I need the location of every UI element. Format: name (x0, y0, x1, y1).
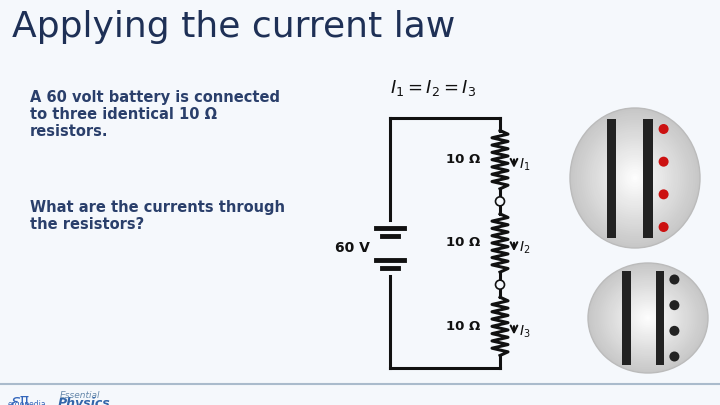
Ellipse shape (596, 270, 700, 366)
Ellipse shape (572, 110, 698, 246)
Ellipse shape (610, 283, 686, 353)
Ellipse shape (618, 159, 652, 197)
Ellipse shape (630, 301, 666, 335)
Ellipse shape (629, 171, 642, 185)
Text: ε: ε (10, 393, 19, 405)
Ellipse shape (583, 122, 687, 234)
Ellipse shape (626, 168, 644, 188)
Bar (644, 119, 652, 237)
Ellipse shape (606, 279, 690, 356)
Ellipse shape (612, 285, 684, 351)
Ellipse shape (585, 124, 685, 232)
Ellipse shape (626, 298, 670, 338)
Ellipse shape (620, 292, 676, 344)
Ellipse shape (604, 278, 692, 358)
Ellipse shape (592, 266, 704, 369)
Ellipse shape (600, 141, 670, 215)
Ellipse shape (588, 263, 708, 373)
Ellipse shape (618, 290, 678, 345)
Ellipse shape (616, 289, 680, 347)
Ellipse shape (638, 309, 658, 327)
Text: π: π (19, 393, 28, 405)
Ellipse shape (588, 127, 683, 229)
Circle shape (670, 300, 680, 310)
Text: resistors.: resistors. (30, 124, 109, 139)
Text: Applying the current law: Applying the current law (12, 10, 455, 44)
Circle shape (659, 124, 669, 134)
Ellipse shape (608, 281, 688, 355)
Ellipse shape (622, 164, 648, 192)
Ellipse shape (644, 314, 652, 322)
Text: $I_1$: $I_1$ (519, 156, 531, 173)
Ellipse shape (624, 166, 646, 190)
Text: the resistors?: the resistors? (30, 217, 144, 232)
Bar (622, 271, 631, 365)
Ellipse shape (596, 136, 674, 220)
Ellipse shape (640, 311, 656, 325)
Ellipse shape (579, 117, 691, 239)
Text: ergopedia: ergopedia (8, 400, 47, 405)
Ellipse shape (622, 294, 674, 342)
Ellipse shape (616, 157, 654, 199)
Text: 10 Ω: 10 Ω (446, 153, 480, 166)
Ellipse shape (636, 307, 660, 329)
Ellipse shape (624, 296, 672, 340)
Ellipse shape (598, 272, 698, 364)
Text: 10 Ω: 10 Ω (446, 320, 480, 333)
Ellipse shape (646, 316, 650, 320)
Circle shape (670, 352, 680, 362)
Circle shape (495, 197, 505, 206)
Text: 10 Ω: 10 Ω (446, 237, 480, 249)
Ellipse shape (605, 145, 665, 211)
Ellipse shape (603, 143, 667, 213)
Ellipse shape (581, 119, 689, 237)
Ellipse shape (613, 155, 657, 201)
Bar (656, 271, 664, 365)
Ellipse shape (642, 313, 654, 324)
Ellipse shape (600, 274, 696, 362)
Ellipse shape (590, 129, 680, 227)
Circle shape (495, 280, 505, 289)
Text: A 60 volt battery is connected: A 60 volt battery is connected (30, 90, 280, 105)
Ellipse shape (570, 108, 700, 248)
Ellipse shape (634, 305, 662, 331)
Ellipse shape (594, 269, 702, 367)
Ellipse shape (590, 265, 706, 371)
Ellipse shape (609, 150, 661, 206)
Text: Physics: Physics (58, 397, 111, 405)
Circle shape (670, 275, 680, 284)
Ellipse shape (594, 134, 676, 222)
Circle shape (659, 189, 669, 199)
Text: Essential: Essential (60, 391, 101, 400)
Text: $I_1 = I_2 = I_3$: $I_1 = I_2 = I_3$ (390, 78, 476, 98)
Circle shape (659, 157, 669, 167)
Ellipse shape (575, 113, 696, 243)
Text: $I_3$: $I_3$ (519, 323, 531, 339)
Ellipse shape (592, 131, 678, 225)
Circle shape (670, 326, 680, 336)
Text: to three identical 10 Ω: to three identical 10 Ω (30, 107, 217, 122)
Ellipse shape (633, 176, 637, 180)
Text: 60 V: 60 V (335, 241, 370, 255)
Ellipse shape (607, 148, 663, 208)
Ellipse shape (577, 115, 693, 241)
Ellipse shape (602, 276, 694, 360)
Bar (607, 119, 616, 237)
Ellipse shape (611, 152, 659, 204)
Text: $I_2$: $I_2$ (519, 240, 531, 256)
Ellipse shape (614, 287, 682, 349)
Text: What are the currents through: What are the currents through (30, 200, 285, 215)
Ellipse shape (598, 139, 672, 217)
Ellipse shape (620, 162, 650, 194)
Ellipse shape (632, 303, 664, 333)
Ellipse shape (628, 300, 668, 336)
Ellipse shape (631, 173, 639, 183)
Circle shape (659, 222, 669, 232)
